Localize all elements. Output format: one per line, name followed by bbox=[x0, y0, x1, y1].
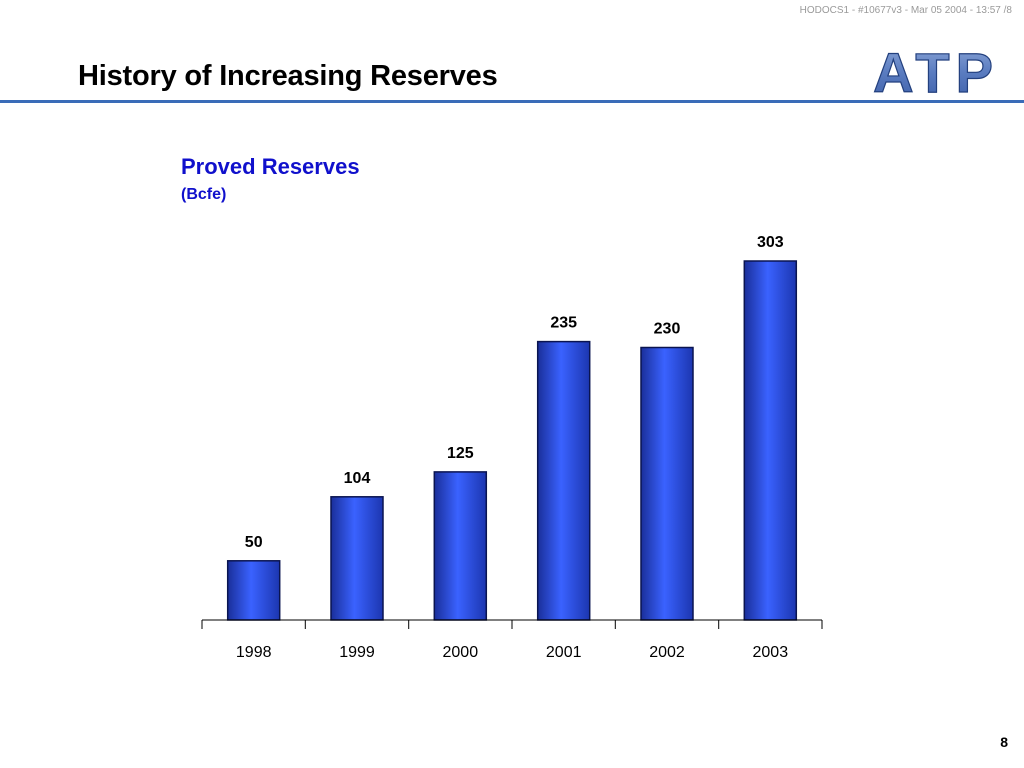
chart-units: (Bcfe) bbox=[181, 186, 227, 203]
atp-logo: ATP bbox=[872, 44, 999, 98]
x-tick-label-1998: 1998 bbox=[236, 644, 272, 661]
bar-2000 bbox=[433, 471, 488, 621]
slide-title: History of Increasing Reserves bbox=[78, 60, 498, 92]
x-tick-label-1999: 1999 bbox=[339, 644, 375, 661]
chart-title: Proved Reserves bbox=[181, 154, 360, 179]
data-label-1998: 50 bbox=[245, 534, 263, 551]
bar-1999 bbox=[330, 496, 384, 621]
data-label-2002: 230 bbox=[654, 321, 681, 338]
x-tick-label-2001: 2001 bbox=[546, 644, 582, 661]
bar-2001 bbox=[536, 340, 591, 621]
data-label-2003: 303 bbox=[757, 234, 784, 251]
data-label-2000: 125 bbox=[447, 445, 474, 462]
title-divider bbox=[0, 100, 1024, 103]
bar-2002 bbox=[640, 346, 694, 621]
logo-text: ATP bbox=[873, 44, 999, 98]
bar-2003 bbox=[743, 260, 798, 621]
x-tick-label-2002: 2002 bbox=[649, 644, 685, 661]
data-label-1999: 104 bbox=[344, 470, 371, 487]
x-tick-label-2003: 2003 bbox=[753, 644, 789, 661]
x-tick-label-2000: 2000 bbox=[443, 644, 479, 661]
document-reference: HODOCS1 - #10677v3 - Mar 05 2004 - 13:57… bbox=[799, 5, 1012, 16]
page-number: 8 bbox=[1000, 734, 1008, 750]
data-label-2001: 235 bbox=[550, 315, 577, 332]
bar-1998 bbox=[226, 560, 281, 621]
